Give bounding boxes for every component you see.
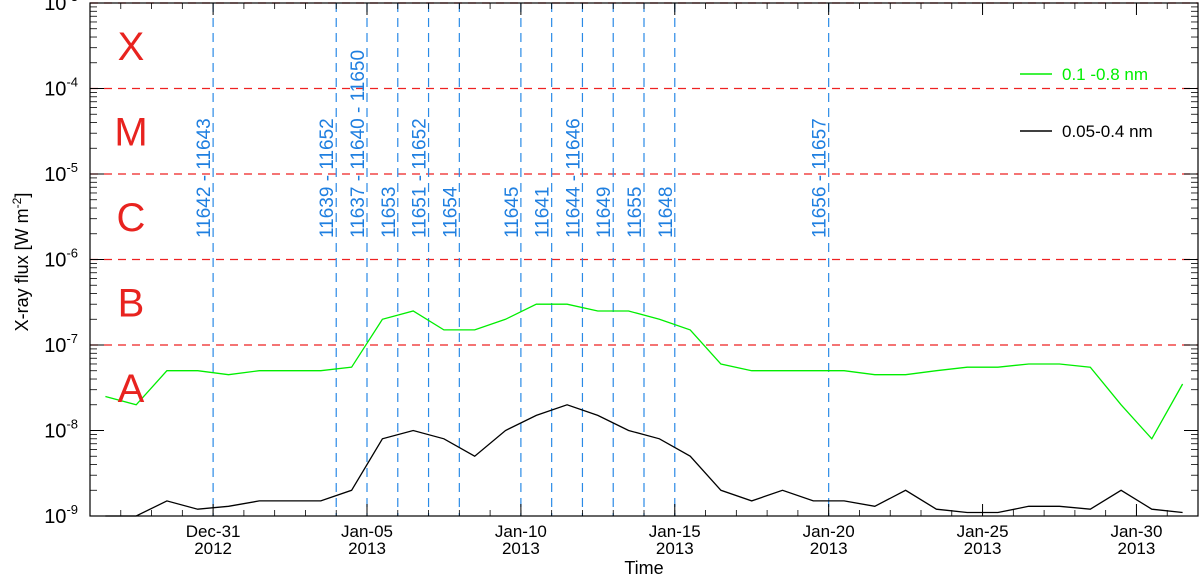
y-tick-base: 10 bbox=[44, 0, 66, 15]
y-tick-base: 10 bbox=[44, 506, 66, 528]
axes: 10-910-810-710-610-510-410-3Dec-312012Ja… bbox=[44, 0, 1198, 558]
x-tick-label-year: 2013 bbox=[1118, 539, 1156, 558]
x-tick-label-date: Jan-15 bbox=[649, 522, 701, 541]
y-tick-base: 10 bbox=[44, 250, 66, 272]
active-region-label: 11649 bbox=[594, 187, 615, 238]
active-region-label: 11648 bbox=[656, 187, 677, 238]
y-tick-exp: -3 bbox=[66, 0, 78, 4]
y-axis-label-end: ] bbox=[12, 193, 32, 198]
x-tick-label-year: 2013 bbox=[502, 539, 540, 558]
active-region-label: 11656 - 11657 bbox=[810, 118, 831, 238]
y-tick-base: 10 bbox=[44, 335, 66, 357]
y-tick-exp: -5 bbox=[66, 160, 78, 175]
y-tick-base: 10 bbox=[44, 79, 66, 101]
x-tick-label-year: 2012 bbox=[194, 539, 232, 558]
x-tick-label-date: Jan-25 bbox=[957, 522, 1009, 541]
active-region-markers: 11642 - 11643 11639 - 11652 11637 - 11640 … bbox=[194, 3, 831, 516]
x-tick-label-date: Jan-10 bbox=[495, 522, 547, 541]
y-tick-label: 10-9 bbox=[44, 502, 78, 528]
x-axis-label: Time bbox=[624, 558, 663, 578]
flux-series bbox=[105, 303, 1184, 517]
active-region-label: 11651 - 11652 bbox=[410, 118, 431, 238]
x-tick-label-year: 2013 bbox=[964, 539, 1002, 558]
legend: 0.1 -0.8 nm 0.05-0.4 nm bbox=[1020, 65, 1153, 141]
y-tick-exp: -8 bbox=[66, 417, 78, 432]
flare-class-label: M bbox=[114, 110, 147, 154]
series-line-2 bbox=[105, 404, 1183, 517]
active-region-label: 11654 bbox=[440, 186, 461, 238]
x-tick-label-year: 2013 bbox=[348, 539, 386, 558]
active-region-label: 11642 - 11643 bbox=[194, 118, 215, 238]
x-tick-label-year: 2013 bbox=[810, 539, 848, 558]
x-tick-label-date: Dec-31 bbox=[186, 522, 241, 541]
y-tick-label: 10-3 bbox=[44, 0, 78, 15]
active-region-label: 11653 bbox=[379, 187, 400, 238]
y-tick-exp: -4 bbox=[66, 75, 78, 90]
x-tick-label-date: Jan-30 bbox=[1110, 522, 1162, 541]
y-tick-label: 10-4 bbox=[44, 75, 78, 101]
y-tick-exp: -6 bbox=[66, 246, 78, 261]
flare-class-label: C bbox=[117, 196, 146, 240]
active-region-label: 11637 - 11640 - 11650 bbox=[348, 50, 369, 238]
y-tick-label: 10-5 bbox=[44, 160, 78, 186]
flare-class-label: B bbox=[118, 281, 145, 325]
y-tick-label: 10-6 bbox=[44, 246, 78, 272]
y-tick-label: 10-8 bbox=[44, 417, 78, 443]
x-tick-label-date: Jan-05 bbox=[341, 522, 393, 541]
series-line-1 bbox=[105, 303, 1184, 440]
flare-class-label: A bbox=[118, 367, 145, 411]
y-tick-label: 10-7 bbox=[44, 331, 78, 357]
y-axis-label-main: X-ray flux [W m bbox=[12, 208, 32, 331]
active-region-label: 11645 bbox=[502, 187, 523, 238]
y-axis-label: X-ray flux [W m-2] bbox=[10, 193, 32, 332]
active-region-label: 11655 bbox=[625, 187, 646, 238]
flare-class-label: X bbox=[118, 25, 145, 69]
y-tick-base: 10 bbox=[44, 164, 66, 186]
x-tick-label-year: 2013 bbox=[656, 539, 694, 558]
y-tick-exp: -9 bbox=[66, 502, 78, 517]
active-region-label: 11641 bbox=[533, 187, 554, 238]
active-region-label: 11639 - 11652 bbox=[317, 118, 338, 238]
y-axis-label-sup: -2 bbox=[10, 197, 24, 208]
y-tick-exp: -7 bbox=[66, 331, 78, 346]
x-tick-label-date: Jan-20 bbox=[803, 522, 855, 541]
legend-label-2: 0.05-0.4 nm bbox=[1062, 122, 1153, 141]
active-region-label: 11644 - 11646 bbox=[563, 118, 584, 238]
y-tick-base: 10 bbox=[44, 421, 66, 443]
legend-label-1: 0.1 -0.8 nm bbox=[1062, 65, 1148, 84]
